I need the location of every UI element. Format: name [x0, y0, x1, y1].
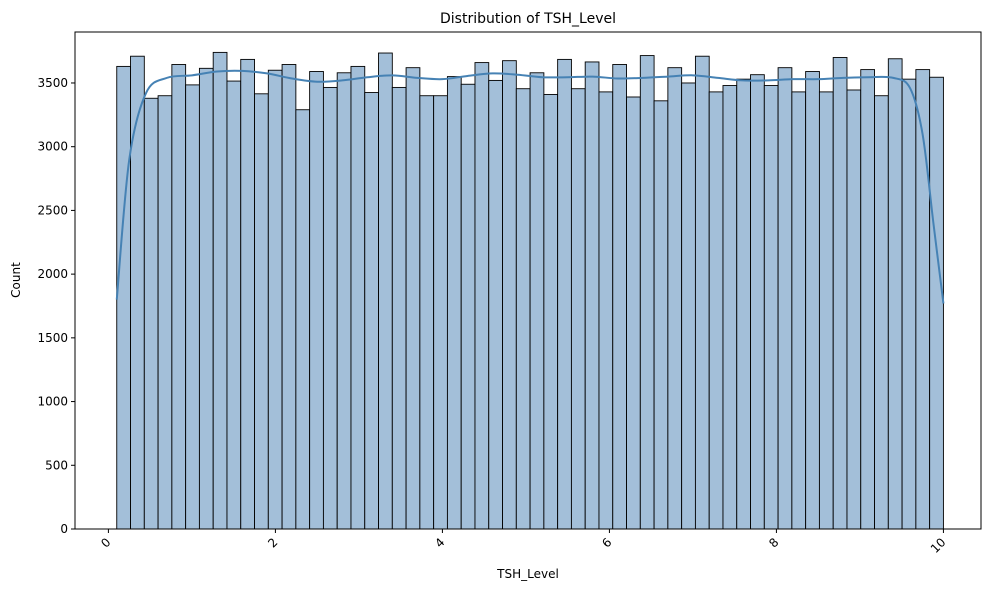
histogram-bar: [419, 95, 435, 530]
y-axis-ticks: 0 500 1000 1500 2000 2500 3000 3500: [37, 76, 75, 536]
y-tick-label: 2000: [37, 267, 68, 281]
y-tick-label: 1500: [37, 331, 68, 345]
y-tick-label: 500: [45, 458, 68, 472]
kde-curve: [115, 69, 945, 304]
histogram-bar: [763, 85, 779, 530]
histogram-bar: [309, 71, 324, 530]
histogram-bar: [364, 92, 379, 530]
histogram-bar: [626, 96, 641, 530]
histogram-bar: [185, 84, 200, 530]
histogram-bar: [929, 76, 944, 530]
histogram-bar: [226, 80, 242, 530]
histogram-bar: [667, 67, 683, 530]
chart-title: Distribution of TSH_Level: [440, 11, 616, 27]
histogram-bar: [281, 64, 297, 530]
y-tick-label: 2500: [37, 203, 68, 217]
histogram-bar: [736, 78, 751, 530]
histogram-bar: [612, 64, 627, 530]
histogram-bar: [598, 91, 614, 530]
histogram-bar: [143, 97, 159, 530]
y-tick-label: 0: [60, 522, 68, 536]
histogram-bar: [446, 76, 462, 530]
plot-frame: [74, 31, 982, 530]
histogram-bar: [295, 109, 311, 530]
histogram-bar: [543, 93, 559, 530]
histogram-bar: [130, 55, 145, 530]
histogram-bar: [832, 57, 848, 530]
histogram-bar: [433, 95, 448, 530]
histogram-bar: [681, 82, 696, 530]
histogram-bar: [750, 74, 765, 530]
y-tick-label: 3500: [37, 76, 68, 90]
histogram-bar: [874, 95, 889, 530]
y-tick-label: 1000: [37, 395, 68, 409]
histogram-bar: [391, 86, 407, 530]
x-axis-label: TSH_Level: [496, 567, 559, 581]
histogram-bar: [198, 67, 214, 530]
histogram-bar: [722, 85, 738, 530]
histogram-bar: [240, 58, 255, 530]
histogram-bar: [653, 100, 669, 530]
histogram-bars: [116, 51, 944, 530]
histogram-bar: [584, 61, 600, 530]
histogram-bar: [570, 88, 586, 530]
y-axis-label: Count: [9, 262, 23, 298]
histogram-bar: [254, 93, 269, 530]
histogram-bar: [116, 65, 131, 530]
y-tick-label: 3000: [37, 140, 68, 154]
histogram-bar: [901, 78, 917, 530]
histogram-bar: [350, 65, 366, 530]
histogram-bar: [639, 55, 655, 530]
histogram-bar: [694, 55, 710, 530]
histogram-bar: [405, 67, 421, 530]
histogram-bar: [171, 64, 187, 530]
histogram-bar: [818, 91, 834, 530]
histogram-bar: [860, 69, 875, 530]
histogram-bar: [322, 86, 338, 530]
histogram-bar: [846, 89, 862, 530]
histogram-bar: [529, 72, 545, 530]
histogram-bar: [708, 91, 724, 530]
histogram-bar: [887, 58, 903, 530]
histogram-bar: [502, 60, 517, 530]
histogram-bar: [557, 58, 572, 530]
histogram-bar: [157, 95, 173, 530]
histogram-bar: [488, 79, 503, 530]
histogram-bar: [378, 52, 393, 530]
histogram-bar: [460, 83, 476, 530]
histogram-bar: [336, 72, 352, 530]
histogram-bar: [791, 91, 807, 530]
histogram-bar: [805, 71, 820, 530]
histogram-bar: [777, 67, 793, 530]
histogram-bar: [212, 51, 228, 530]
histogram-bar: [474, 62, 490, 530]
histogram-bar: [515, 88, 531, 530]
histogram-bar: [267, 69, 283, 530]
